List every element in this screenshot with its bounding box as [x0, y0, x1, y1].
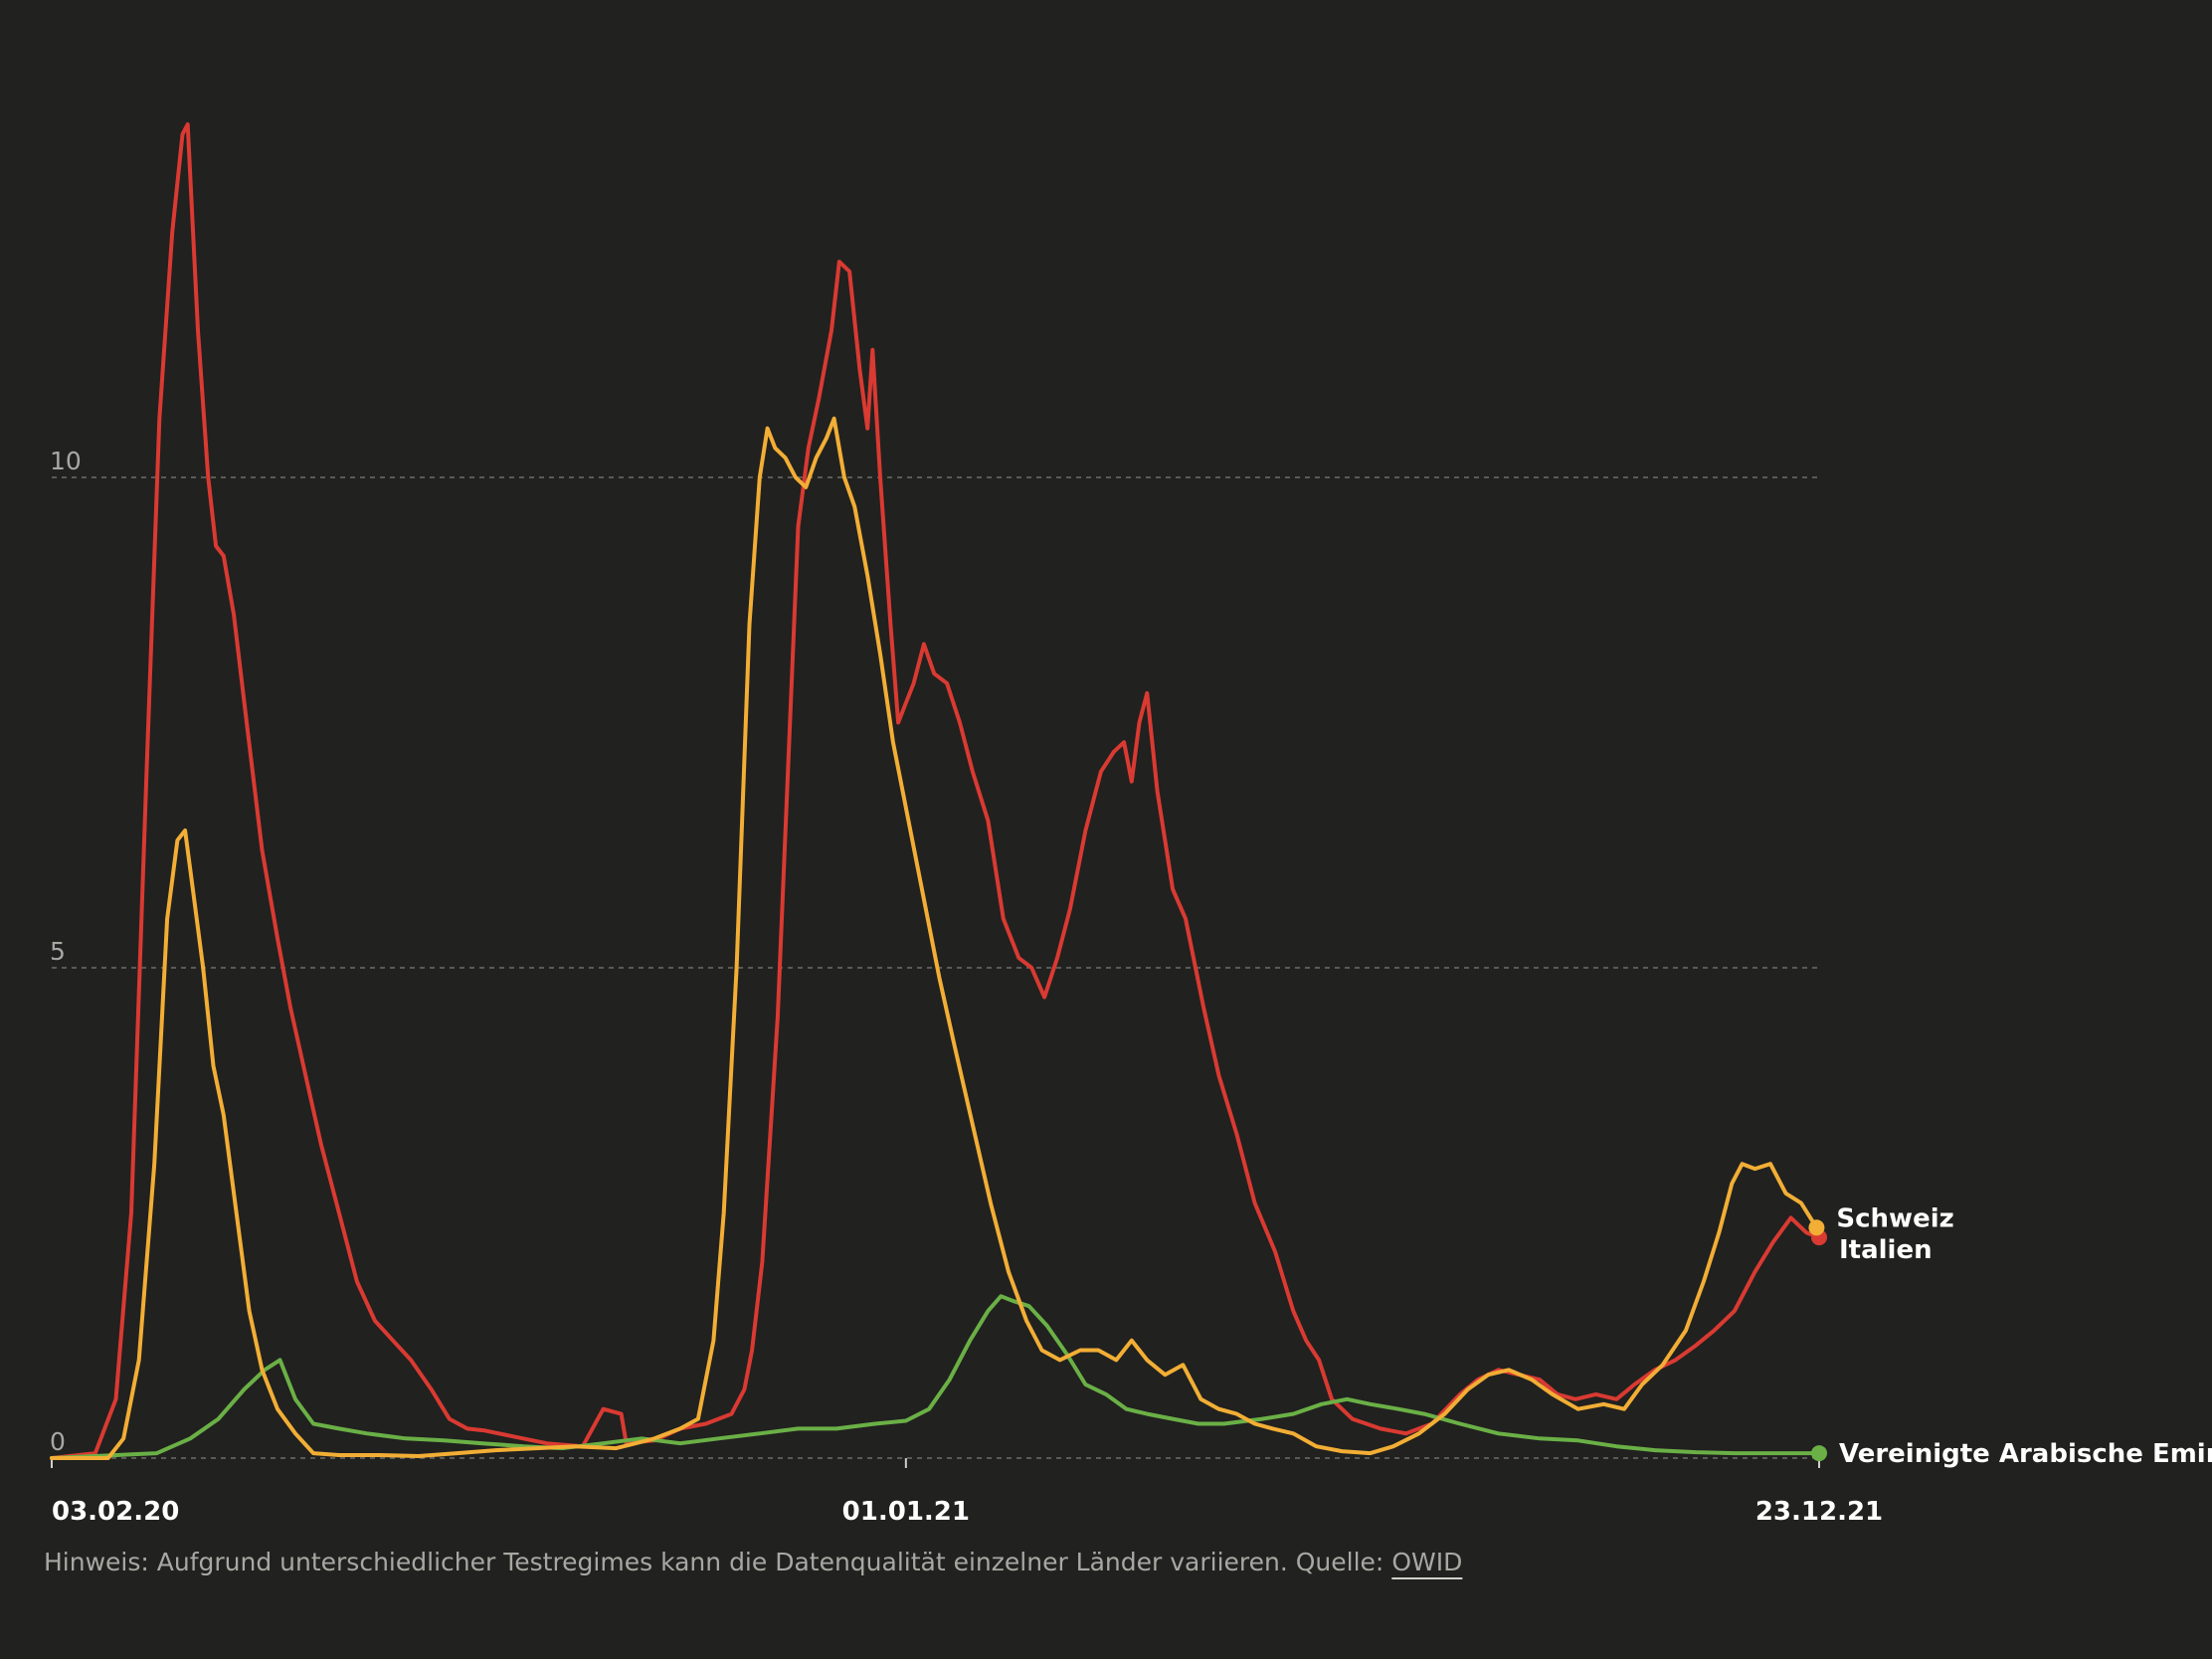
series-labels: Italien Vereinigte Arabische Emirate Schwe…	[1808, 1203, 2212, 1469]
series-end-marker	[1811, 1445, 1827, 1462]
x-tick-label: 03.02.20	[52, 1497, 179, 1527]
x-axis: 03.02.20 01.01.21 23.12.21	[51, 1458, 1883, 1527]
series-end-marker	[1808, 1219, 1825, 1236]
footnote: Hinweis: Aufgrund unterschiedlicher Test…	[44, 1548, 1462, 1576]
series-end-label: Vereinigte Arabische Emirate	[1839, 1439, 2212, 1469]
x-tick-label: 23.12.21	[1755, 1497, 1883, 1527]
series-end-label: Schweiz	[1836, 1203, 1953, 1233]
series-line-italien	[50, 122, 1821, 1460]
y-tick-label: 5	[50, 937, 66, 966]
y-tick-label: 10	[50, 447, 82, 475]
y-axis-ticks: 0 5 10	[50, 447, 82, 1456]
footnote-text: Hinweis: Aufgrund unterschiedlicher Test…	[44, 1548, 1392, 1576]
source-link[interactable]: OWID	[1391, 1548, 1463, 1576]
series-line-schweiz	[50, 416, 1819, 1460]
grid-lines	[52, 476, 1819, 1459]
chart: 0 5 10 03.02.20 01.01.21 23.12.21 Italien Ver…	[50, 122, 2212, 1527]
y-tick-label: 0	[50, 1427, 66, 1456]
series-line-vereinigte-arabische-emirate	[50, 1294, 1821, 1460]
series-end-label: Italien	[1839, 1235, 1933, 1265]
series-lines	[50, 122, 1821, 1460]
x-tick-label: 01.01.21	[842, 1497, 970, 1527]
